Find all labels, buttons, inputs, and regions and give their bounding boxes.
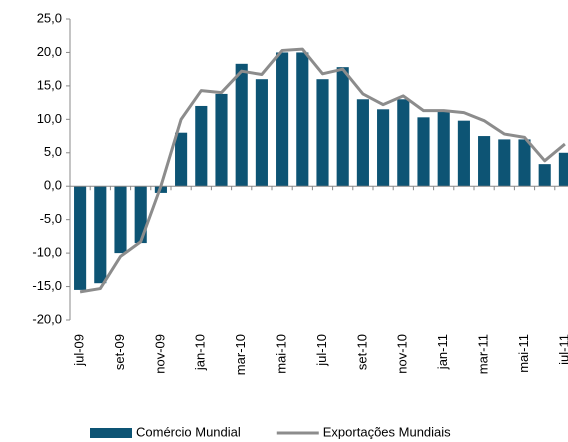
bar [518, 139, 531, 187]
bar [417, 117, 430, 187]
y-tick-label: -15,0 [32, 278, 62, 293]
x-tick-label: mai-11 [516, 334, 531, 373]
bar [316, 79, 329, 187]
x-tick-label: jan-10 [193, 334, 208, 371]
x-tick-label: mar-11 [476, 334, 491, 374]
y-tick-label: -5,0 [40, 211, 62, 226]
x-tick-label: mar-10 [233, 334, 248, 375]
bar [356, 99, 369, 187]
bar [558, 152, 568, 187]
x-tick-label: nov-09 [152, 334, 167, 374]
bar [276, 52, 289, 187]
bar [538, 164, 551, 187]
bar [175, 132, 188, 187]
x-tick-label: jan-11 [435, 334, 450, 370]
bar [498, 139, 511, 187]
y-tick-label: -10,0 [32, 245, 62, 260]
bar [94, 186, 107, 284]
bar [397, 99, 410, 187]
x-tick-label: set-09 [112, 334, 127, 370]
x-tick-label: jul-10 [314, 334, 329, 367]
bar [437, 110, 450, 187]
legend-label: Exportações Mundiais [323, 424, 451, 439]
x-tick-label: mai-10 [274, 334, 289, 374]
bar [457, 120, 470, 187]
x-tick-label: jul-09 [72, 334, 87, 367]
bar [74, 186, 87, 290]
bar [377, 109, 390, 187]
bar [255, 79, 268, 187]
y-tick-label: 15,0 [37, 77, 62, 92]
bar [215, 93, 228, 187]
y-tick-label: 10,0 [37, 111, 62, 126]
y-tick-label: 25,0 [37, 10, 62, 25]
x-tick-label: nov-10 [395, 334, 410, 374]
y-tick-label: 5,0 [44, 144, 62, 159]
bar [134, 186, 147, 244]
bar [478, 136, 491, 187]
legend-label: Comércio Mundial [136, 424, 241, 439]
bar [114, 186, 127, 254]
x-tick-label: jul-11 [556, 334, 568, 366]
x-tick-label: set-10 [354, 334, 369, 370]
y-tick-label: -20,0 [32, 311, 62, 326]
bar [235, 63, 248, 187]
legend-swatch [90, 428, 132, 438]
bar [336, 67, 349, 187]
bar [195, 105, 208, 187]
y-tick-label: 20,0 [37, 44, 62, 59]
bar [296, 52, 309, 187]
y-tick-label: 0,0 [44, 178, 62, 193]
